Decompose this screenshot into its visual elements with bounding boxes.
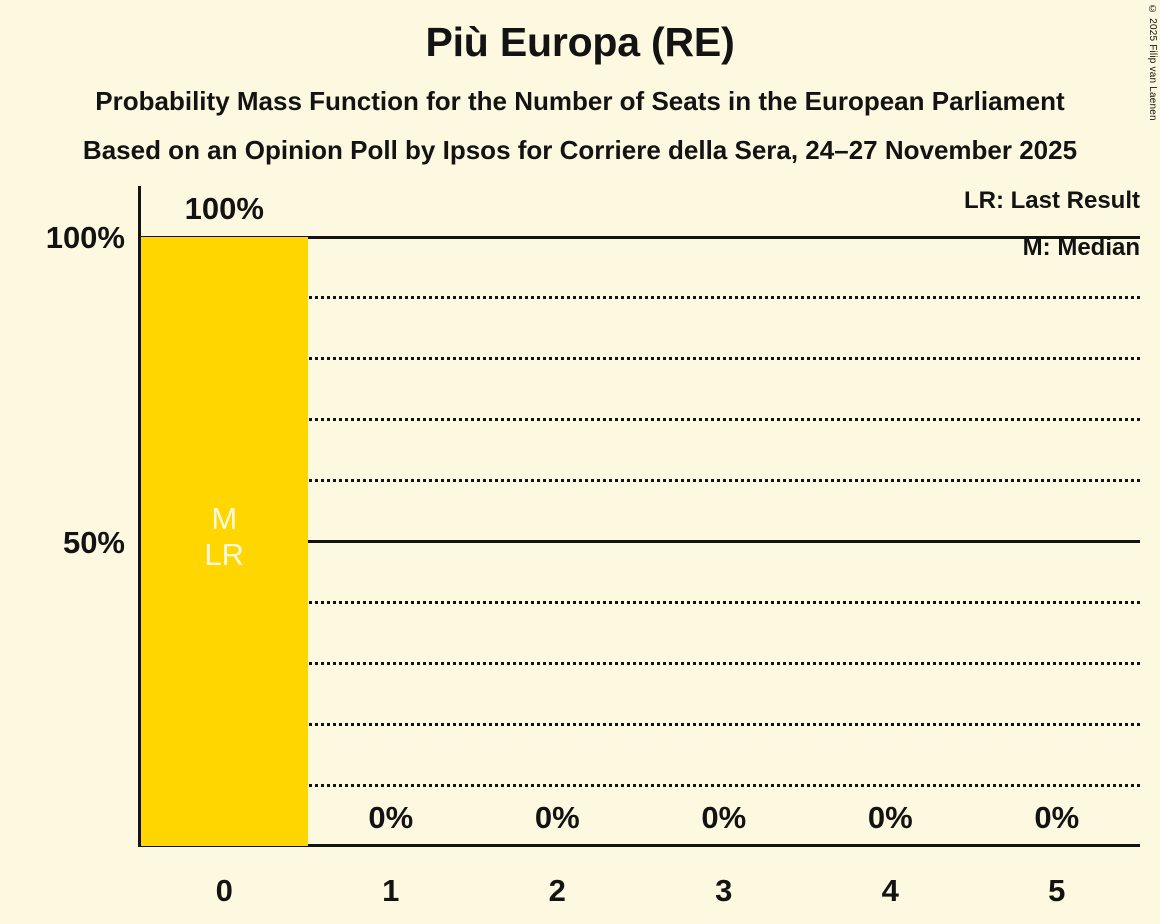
x-tick-label-0: 0 (215, 873, 233, 908)
gridline-10pct (141, 783, 1140, 787)
value-label-seat-5: 0% (1034, 800, 1080, 835)
x-tick-label-1: 1 (382, 873, 400, 908)
gridline-40pct (141, 600, 1140, 604)
value-label-seat-3: 0% (701, 800, 747, 835)
legend-median: M: Median (1022, 234, 1140, 261)
value-label-seat-1: 0% (368, 800, 414, 835)
x-tick-label-4: 4 (881, 873, 899, 908)
x-tick-label-2: 2 (548, 873, 566, 908)
legend-last-result: LR: Last Result (963, 187, 1140, 214)
copyright-notice: © 2025 Filip van Laenen (1147, 4, 1158, 121)
gridline-30pct (141, 661, 1140, 665)
gridline-60pct (141, 479, 1140, 483)
y-tick-label-50pct: 50% (62, 524, 125, 560)
gridline-80pct (141, 357, 1140, 361)
y-axis-line (138, 186, 141, 847)
x-tick-label-3: 3 (715, 873, 733, 908)
bar-marker-labels: M LR (141, 501, 308, 574)
last-result-marker: LR (204, 537, 245, 573)
value-label-seat-2: 0% (534, 800, 580, 835)
chart-source-line: Based on an Opinion Poll by Ipsos for Co… (82, 135, 1078, 165)
x-tick-label-5: 5 (1048, 873, 1066, 908)
x-axis-line (138, 844, 1140, 847)
value-label-seat-4: 0% (867, 800, 913, 835)
gridline-50pct (141, 540, 1140, 543)
y-tick-label-100pct: 100% (45, 220, 125, 255)
plot-area: M LR (141, 235, 1140, 846)
gridline-70pct (141, 418, 1140, 422)
gridline-20pct (141, 722, 1140, 726)
page-title: Più Europa (RE) (425, 19, 735, 65)
gridline-90pct (141, 296, 1140, 300)
gridline-100pct (141, 235, 1140, 239)
value-label-seat-0: 100% (184, 191, 264, 226)
bar-seat-0: M LR (141, 237, 308, 846)
median-marker: M (211, 500, 238, 536)
chart-subtitle: Probability Mass Function for the Number… (95, 86, 1065, 116)
